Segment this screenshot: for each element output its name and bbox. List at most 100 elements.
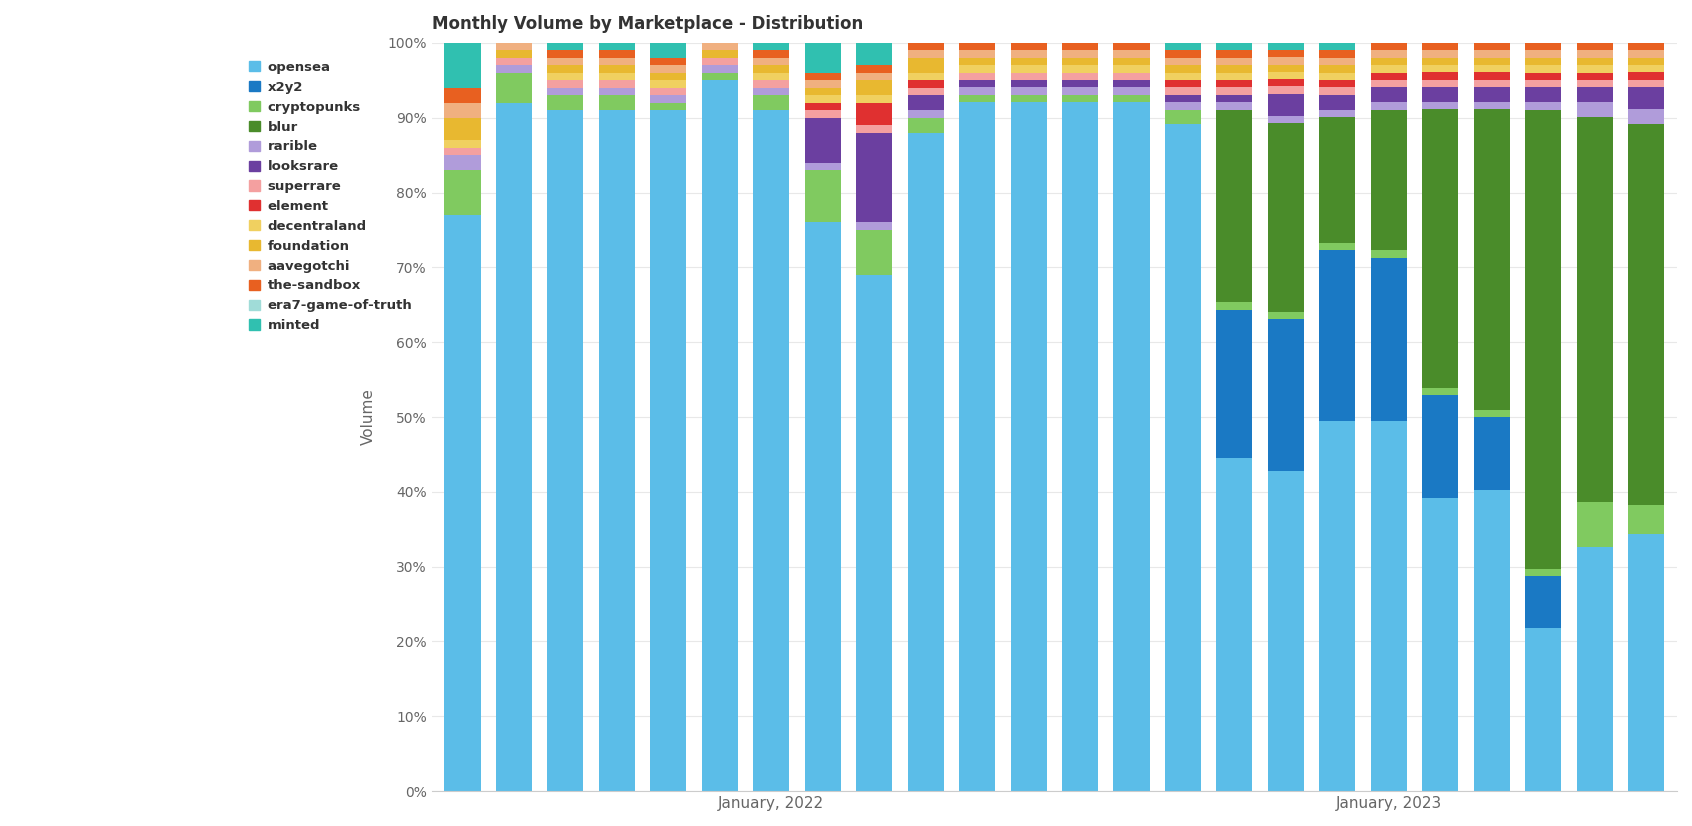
Bar	[1320, 95, 1355, 110]
Bar	[1474, 50, 1509, 58]
Bar	[907, 58, 944, 73]
Bar	[1423, 50, 1459, 58]
Bar	[1217, 102, 1252, 110]
Bar	[1577, 102, 1612, 117]
Bar	[702, 50, 738, 58]
Bar	[1217, 58, 1252, 65]
Bar	[1423, 72, 1459, 79]
Bar	[753, 88, 788, 95]
Bar	[1577, 73, 1612, 80]
Bar	[1010, 102, 1047, 791]
Bar	[1217, 88, 1252, 95]
Bar	[907, 80, 944, 88]
Bar	[650, 95, 687, 102]
Bar	[1423, 87, 1459, 102]
Bar	[1166, 88, 1201, 95]
Bar	[548, 73, 584, 80]
Bar	[959, 80, 995, 88]
Bar	[1267, 58, 1305, 64]
Bar	[907, 118, 944, 133]
Bar	[1267, 116, 1305, 123]
Bar	[445, 43, 481, 88]
Bar	[1524, 43, 1562, 50]
Bar	[1320, 80, 1355, 88]
Bar	[1063, 88, 1098, 95]
Bar	[1217, 458, 1252, 791]
Bar	[1371, 102, 1406, 110]
Bar	[1320, 43, 1355, 50]
Bar	[1628, 87, 1665, 109]
Bar	[753, 58, 788, 65]
Bar	[702, 43, 738, 50]
Bar	[1474, 65, 1509, 72]
Bar	[856, 43, 892, 65]
Bar	[1063, 80, 1098, 88]
Bar	[1371, 58, 1406, 65]
Bar	[702, 65, 738, 73]
Bar	[1423, 65, 1459, 72]
Bar	[1628, 58, 1665, 65]
Bar	[496, 50, 531, 58]
Legend: opensea, x2y2, cryptopunks, blur, rarible, looksrare, superrare, element, decent: opensea, x2y2, cryptopunks, blur, raribl…	[245, 57, 416, 336]
Bar	[1113, 80, 1149, 88]
Bar	[907, 73, 944, 80]
Bar	[496, 73, 531, 102]
Bar	[1423, 498, 1459, 791]
Bar	[445, 88, 481, 102]
Bar	[650, 65, 687, 73]
Bar	[1217, 80, 1252, 88]
Bar	[1010, 50, 1047, 58]
Bar	[1628, 124, 1665, 505]
Bar	[856, 126, 892, 133]
Bar	[548, 110, 584, 791]
Bar	[1524, 102, 1562, 110]
Bar	[1524, 80, 1562, 88]
Bar	[907, 43, 944, 50]
Text: Monthly Volume by Marketplace - Distribution: Monthly Volume by Marketplace - Distribu…	[431, 15, 863, 33]
Bar	[1423, 109, 1459, 387]
Bar	[702, 80, 738, 791]
Bar	[805, 73, 841, 80]
Bar	[753, 95, 788, 110]
Bar	[1577, 58, 1612, 65]
Bar	[1113, 95, 1149, 102]
Bar	[1524, 58, 1562, 65]
Bar	[959, 43, 995, 50]
Bar	[959, 65, 995, 73]
Bar	[856, 65, 892, 73]
Bar	[1217, 310, 1252, 458]
Bar	[548, 95, 584, 110]
Bar	[1371, 50, 1406, 58]
Bar	[856, 230, 892, 275]
Bar	[1010, 88, 1047, 95]
Bar	[1577, 43, 1612, 50]
Bar	[1577, 117, 1612, 502]
Bar	[753, 50, 788, 58]
Bar	[599, 95, 634, 110]
Bar	[856, 133, 892, 222]
Bar	[805, 80, 841, 88]
Bar	[1524, 110, 1562, 569]
Bar	[1113, 58, 1149, 65]
Bar	[599, 65, 634, 73]
Bar	[1010, 73, 1047, 80]
Bar	[650, 88, 687, 95]
Bar	[907, 50, 944, 58]
Bar	[702, 58, 738, 65]
Bar	[1524, 628, 1562, 791]
Bar	[1628, 72, 1665, 79]
Bar	[1217, 73, 1252, 80]
Bar	[1166, 102, 1201, 110]
Bar	[1166, 73, 1201, 80]
Bar	[1267, 43, 1305, 50]
Bar	[1010, 65, 1047, 73]
Bar	[548, 43, 584, 50]
Bar	[1371, 88, 1406, 102]
Bar	[1063, 95, 1098, 102]
Bar	[1063, 43, 1098, 50]
Bar	[1524, 577, 1562, 628]
Bar	[1474, 72, 1509, 79]
Bar	[1063, 73, 1098, 80]
Bar	[805, 88, 841, 95]
Bar	[1371, 80, 1406, 88]
